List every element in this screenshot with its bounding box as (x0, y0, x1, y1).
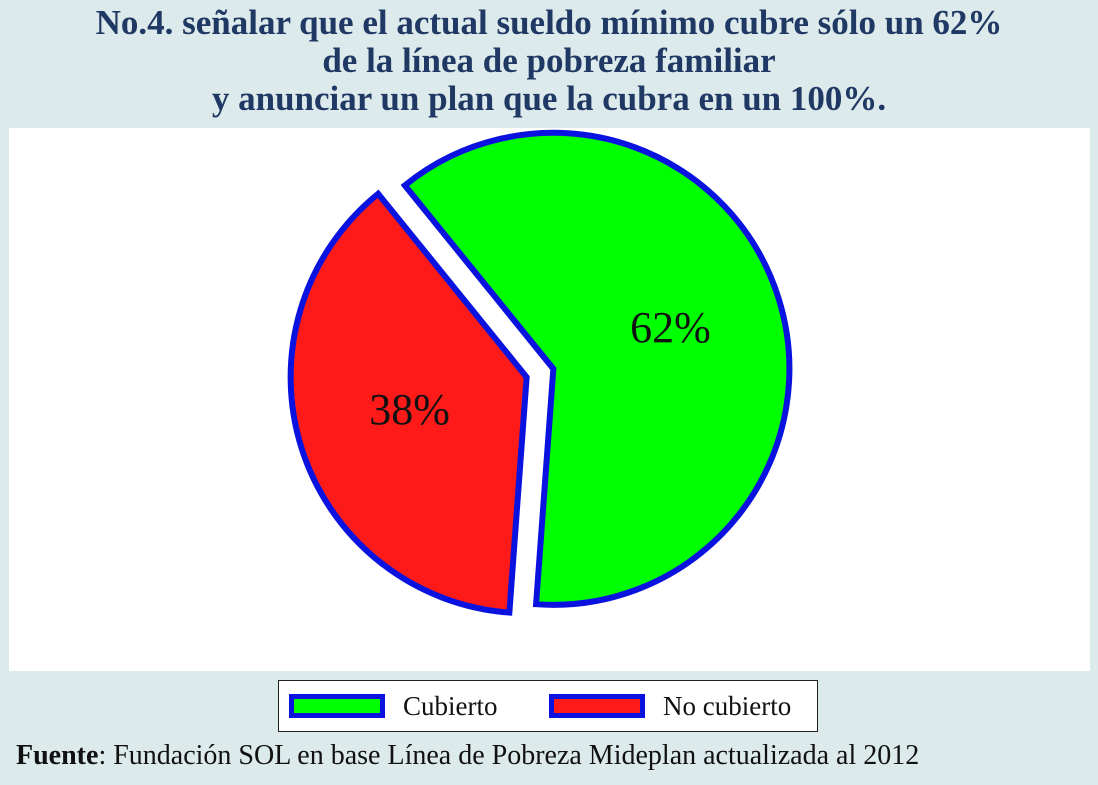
legend-item-no-cubierto: No cubierto (549, 690, 791, 722)
legend-label-no-cubierto: No cubierto (663, 690, 792, 721)
pie-slice-cubierto (400, 129, 793, 608)
legend-swatch-cubierto (289, 694, 385, 718)
pie-chart: 62% 38% (287, 129, 793, 616)
source-text: : Fundación SOL en base Línea de Pobreza… (98, 740, 920, 771)
source-note: Fuente: Fundación SOL en base Línea de P… (16, 740, 919, 772)
plot-area: 62% 38% (9, 128, 1090, 671)
source-prefix: Fuente (16, 740, 99, 771)
pie-label-cubierto: 62% (630, 303, 711, 352)
chart-title-line-2: de la línea de pobreza familiar (322, 41, 776, 80)
chart-title: No.4. señalar que el actual sueldo mínim… (0, 4, 1098, 118)
legend-label-cubierto: Cubierto (403, 690, 498, 721)
pie-label-no-cubierto: 38% (369, 385, 450, 434)
legend: Cubierto No cubierto (278, 680, 818, 732)
legend-swatch-no-cubierto (549, 694, 645, 718)
chart-title-line-3: y anunciar un plan que la cubra en un 10… (211, 79, 887, 118)
chart-title-line-1: No.4. señalar que el actual sueldo mínim… (95, 3, 1003, 42)
pie-slice-no-cubierto (287, 189, 530, 616)
legend-item-cubierto: Cubierto (289, 690, 498, 722)
